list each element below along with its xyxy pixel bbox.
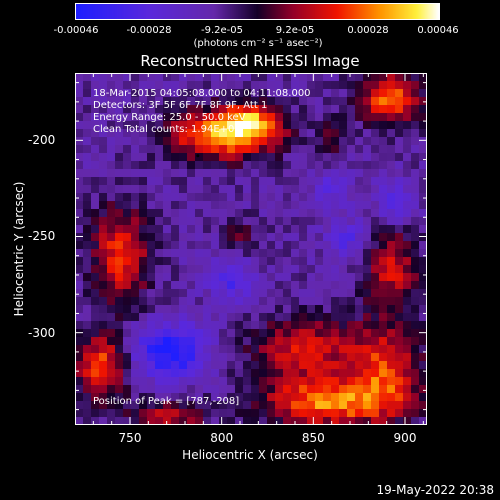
plot-area <box>75 73 427 425</box>
x-tick-label: 850 <box>301 431 325 445</box>
info-time-range: 18-Mar-2015 04:05:08.000 to 04:11:08.000 <box>93 88 311 99</box>
info-clean-counts: Clean Total counts: 1.94E+04 <box>93 124 241 135</box>
x-tick-label: 750 <box>118 431 142 445</box>
heatmap-image <box>75 73 427 425</box>
colorbar-tick-label: -0.00046 <box>53 25 99 36</box>
x-tick-label: 800 <box>210 431 234 445</box>
colorbar-unit: (photons cm⁻² s⁻¹ asec⁻²) <box>193 38 323 49</box>
x-axis-label: Heliocentric X (arcsec) <box>182 448 318 462</box>
colorbar-tick-label: 9.2e-05 <box>275 25 315 36</box>
timestamp: 19-May-2022 20:38 <box>376 483 494 497</box>
y-tick-label: -250 <box>28 229 56 244</box>
x-tick-label: 900 <box>393 431 417 445</box>
colorbar-tick-label: 0.00028 <box>347 25 389 36</box>
chart-title: Reconstructed RHESSI Image <box>140 52 360 70</box>
y-tick-label: -300 <box>28 325 56 340</box>
colorbar <box>75 3 440 20</box>
colorbar-tick-label: -9.2e-05 <box>201 25 243 36</box>
colorbar-tick-label: 0.00046 <box>417 25 459 36</box>
info-energy-range: Energy Range: 25.0 - 50.0 keV <box>93 112 246 123</box>
colorbar-tick-label: -0.00028 <box>126 25 172 36</box>
y-axis-label: Heliocentric Y (arcsec) <box>12 181 26 317</box>
y-tick-label: -200 <box>28 133 56 148</box>
peak-position-label: Position of Peak = [787,-208] <box>93 396 240 407</box>
info-detectors: Detectors: 3F 5F 6F 7F 8F 9F, Att 1 <box>93 100 268 111</box>
